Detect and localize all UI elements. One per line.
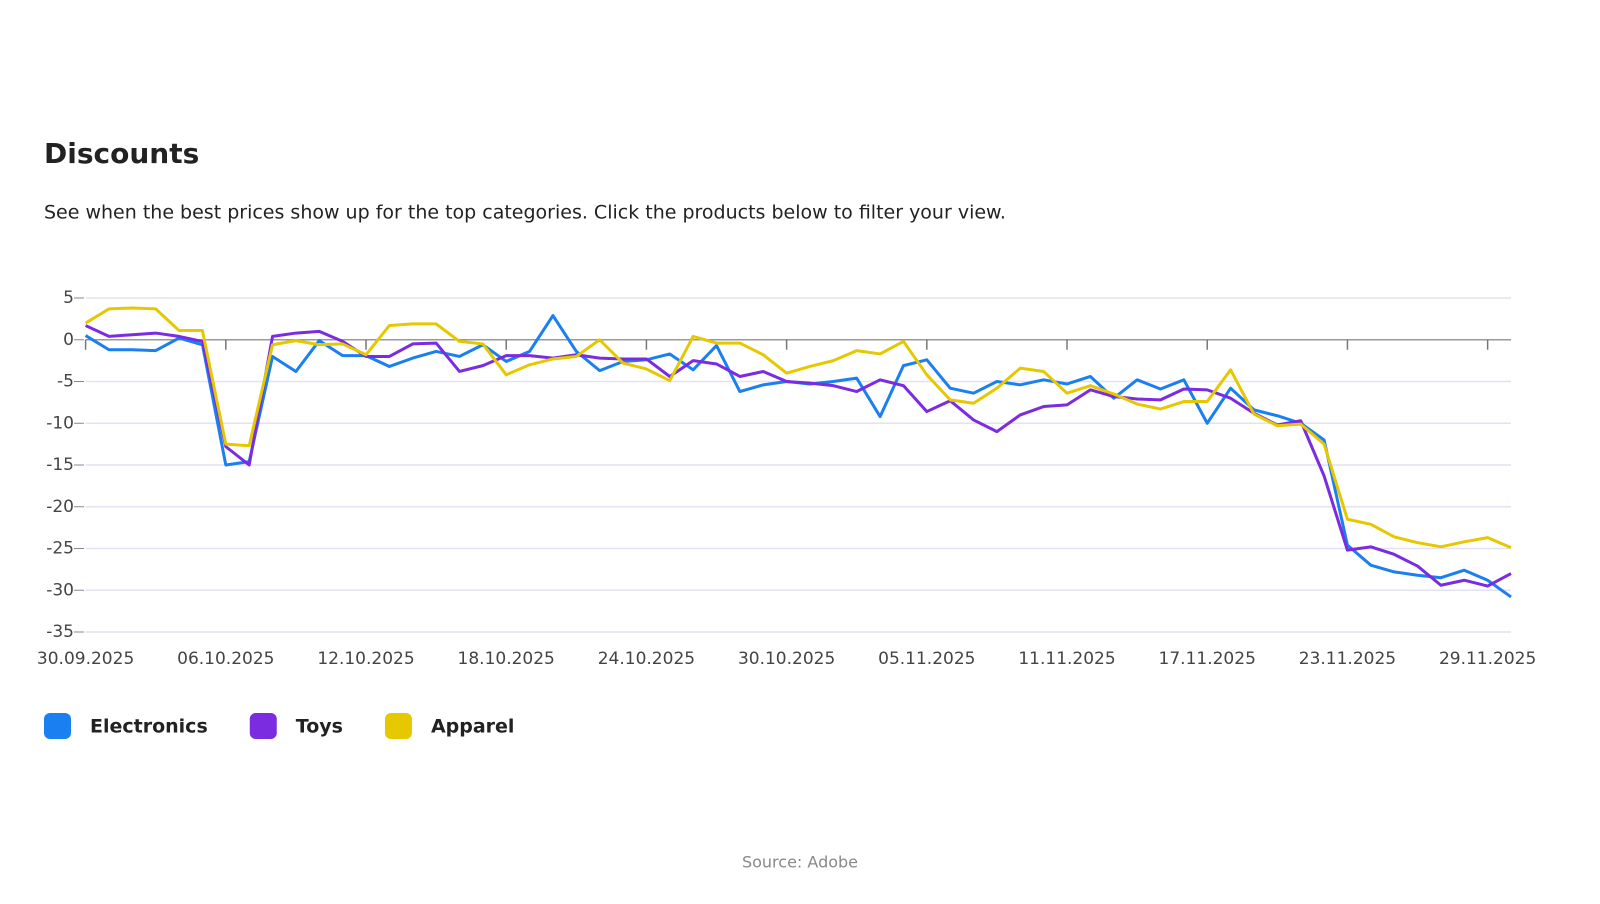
x-tick-label: 23.11.2025 — [1299, 649, 1396, 669]
x-tick-label: 11.11.2025 — [1018, 649, 1115, 669]
y-tick-label: -35 — [46, 622, 74, 642]
x-tick-label: 29.11.2025 — [1439, 649, 1536, 669]
series-line — [84, 314, 1512, 599]
y-tick-label: -5 — [57, 372, 74, 392]
y-tick-label: 0 — [63, 330, 74, 350]
x-tick-label: 24.10.2025 — [598, 649, 695, 669]
y-tick-label: -20 — [46, 497, 74, 517]
y-tick-label: 5 — [63, 288, 74, 308]
legend-swatch[interactable] — [384, 713, 412, 739]
x-tick-label: 30.10.2025 — [738, 649, 835, 669]
chart-subtitle: See when the best prices show up for the… — [44, 202, 1006, 224]
x-tick-label: 17.11.2025 — [1159, 649, 1256, 669]
legend-swatch[interactable] — [44, 713, 71, 739]
x-tick-label: 06.10.2025 — [177, 649, 274, 669]
y-tick-label: -15 — [46, 455, 74, 475]
legend-label[interactable]: Apparel — [431, 716, 515, 738]
x-tick-label: 05.11.2025 — [878, 649, 975, 669]
x-tick-label: 12.10.2025 — [317, 649, 414, 669]
legend-label[interactable]: Toys — [296, 716, 343, 738]
source-note: Source: Adobe — [742, 853, 858, 872]
legend-swatch[interactable] — [249, 713, 277, 739]
x-tick-label: 18.10.2025 — [458, 649, 555, 669]
y-tick-label: -10 — [46, 413, 74, 433]
y-tick-label: -25 — [46, 539, 74, 559]
x-tick-label: 30.09.2025 — [37, 649, 134, 669]
chart-title: Discounts — [44, 137, 199, 170]
series-line — [84, 306, 1512, 550]
y-tick-label: -30 — [46, 580, 74, 600]
legend-label[interactable]: Electronics — [90, 716, 208, 738]
